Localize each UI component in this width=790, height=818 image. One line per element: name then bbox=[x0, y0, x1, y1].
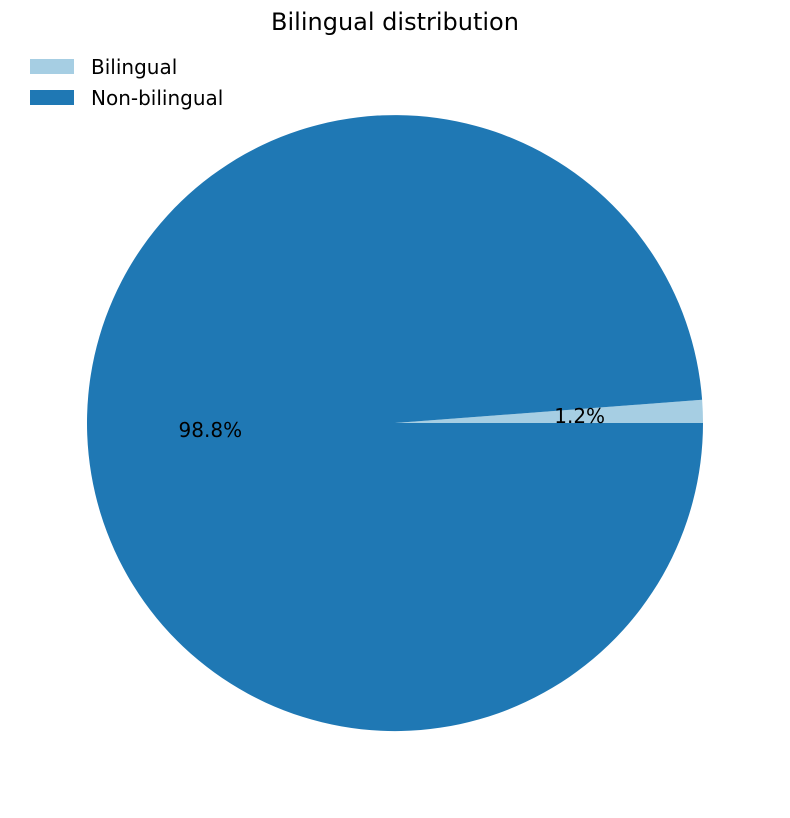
pie-slice-labels: 1.2% 98.8% bbox=[179, 404, 606, 442]
legend-label-bilingual: Bilingual bbox=[91, 55, 177, 79]
chart-title: Bilingual distribution bbox=[271, 8, 519, 36]
pie-slice-bilingual bbox=[395, 399, 703, 423]
pie-slice-label-bilingual: 1.2% bbox=[554, 404, 605, 428]
pie-slice-label-non-bilingual: 98.8% bbox=[179, 418, 243, 442]
pie-slices bbox=[87, 115, 703, 732]
pie-slice-non-bilingual bbox=[87, 115, 703, 732]
legend: Bilingual Non-bilingual bbox=[30, 55, 223, 110]
legend-label-non-bilingual: Non-bilingual bbox=[91, 86, 223, 110]
legend-swatch-bilingual bbox=[30, 59, 74, 74]
legend-swatch-non-bilingual bbox=[30, 90, 74, 105]
